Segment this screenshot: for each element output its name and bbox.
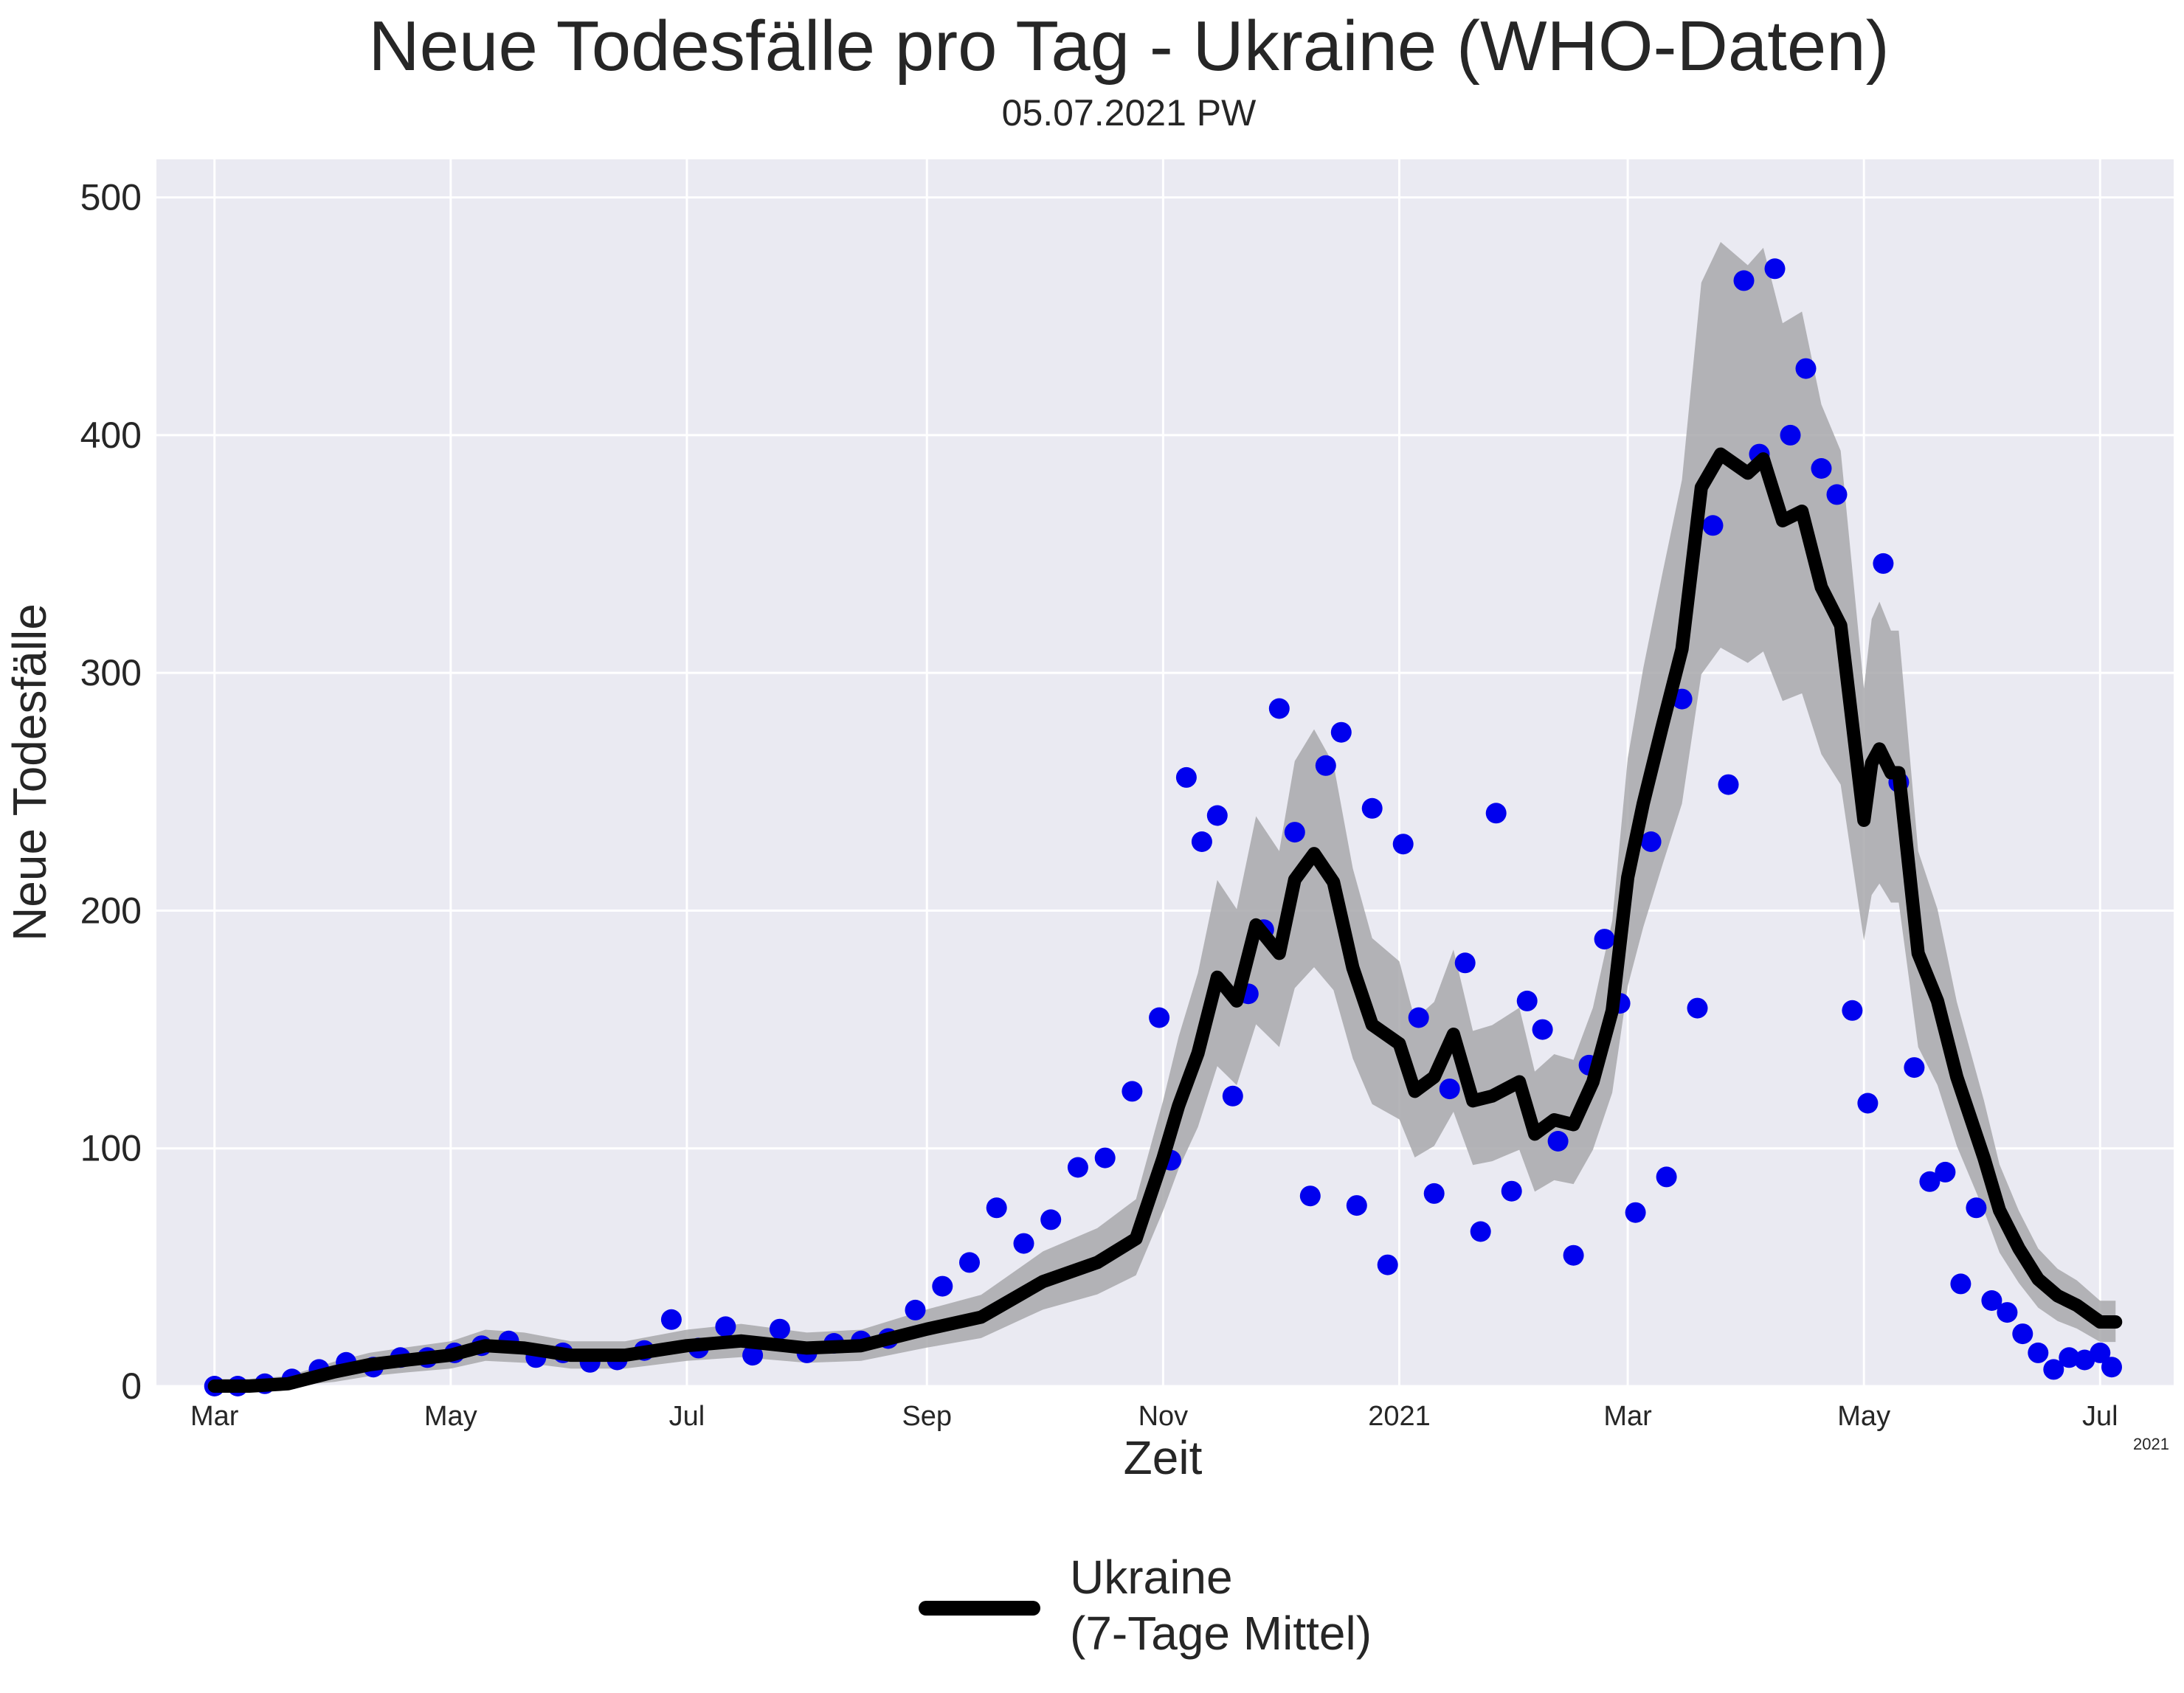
data-point <box>742 1345 764 1366</box>
data-point <box>1811 458 1832 479</box>
data-point <box>1656 1166 1677 1188</box>
data-point <box>1439 1079 1460 1100</box>
data-point <box>1842 1000 1863 1021</box>
data-point <box>1532 1019 1553 1040</box>
data-point <box>1122 1081 1143 1102</box>
mean-line-path <box>207 447 2123 1393</box>
data-point <box>986 1197 1007 1219</box>
data-point <box>1470 1221 1491 1242</box>
x-tick-label: Jul <box>2082 1401 2118 1432</box>
data-point <box>1299 1185 1321 1207</box>
data-point <box>1315 755 1336 776</box>
data-point <box>1516 990 1538 1011</box>
x-axis-ticks: Mar May Jul Sep Nov 2021 Mar May Jul <box>190 1401 2118 1432</box>
data-point <box>2090 1342 2111 1363</box>
data-point <box>2101 1357 2122 1378</box>
x-axis-offset-label: 2021 <box>2133 1435 2169 1453</box>
data-point <box>2059 1347 2080 1368</box>
data-point <box>1981 1290 2002 1311</box>
data-point <box>1013 1233 1034 1254</box>
seven-day-mean-line <box>207 447 2123 1393</box>
data-point <box>1702 515 1724 536</box>
y-axis-label: Neue Todesfälle <box>3 603 56 941</box>
legend: Ukraine (7-Tage Mittel) <box>919 1551 1372 1660</box>
data-point <box>1408 1007 1429 1028</box>
data-point <box>1149 1007 1170 1028</box>
data-point <box>1191 831 1212 852</box>
x-tick-label: 2021 <box>1368 1401 1431 1432</box>
data-point <box>1997 1302 2018 1323</box>
data-point <box>1040 1209 1062 1230</box>
x-tick-label: Mar <box>1603 1401 1652 1432</box>
data-point <box>2028 1342 2049 1363</box>
y-tick-label: 400 <box>80 415 142 456</box>
y-tick-label: 300 <box>80 652 142 693</box>
data-point <box>1392 834 1414 855</box>
x-tick-label: Jul <box>669 1401 705 1432</box>
data-point <box>1206 805 1228 826</box>
data-point <box>715 1316 736 1337</box>
data-point <box>1346 1195 1367 1216</box>
data-point <box>959 1252 980 1273</box>
data-point <box>1625 1202 1646 1223</box>
x-tick-label: Nov <box>1138 1401 1189 1432</box>
x-tick-label: Sep <box>902 1401 952 1432</box>
data-point <box>1361 797 1383 819</box>
y-tick-label: 200 <box>80 890 142 931</box>
y-axis-ticks: 0 100 200 300 400 500 <box>80 177 142 1407</box>
data-point <box>1377 1254 1398 1275</box>
data-point <box>1640 831 1662 852</box>
data-point <box>1594 929 1615 950</box>
data-point <box>1687 997 1708 1019</box>
data-point <box>1826 484 1848 505</box>
data-point <box>1795 358 1817 379</box>
x-tick-label: May <box>424 1401 477 1432</box>
data-point <box>1222 1085 1243 1107</box>
data-point <box>2012 1323 2033 1345</box>
data-point <box>1950 1273 1972 1295</box>
data-point <box>1067 1157 1088 1178</box>
legend-label-line: (7-Tage Mittel) <box>1070 1607 1372 1660</box>
data-point <box>769 1318 790 1340</box>
x-tick-label: Mar <box>190 1401 239 1432</box>
data-point <box>1268 698 1290 719</box>
x-axis-label: Zeit <box>1124 1431 1203 1484</box>
data-point <box>932 1275 953 1297</box>
data-point <box>1563 1244 1584 1266</box>
data-point <box>1454 952 1476 974</box>
legend-label-line: Ukraine <box>1070 1551 1233 1604</box>
data-point <box>660 1309 682 1330</box>
data-point <box>1485 803 1507 824</box>
data-point <box>2043 1359 2064 1380</box>
data-point <box>1733 270 1755 291</box>
data-point <box>1919 1171 1941 1192</box>
legend-label: Ukraine (7-Tage Mittel) <box>1070 1551 1372 1660</box>
data-point <box>1873 553 1894 574</box>
data-point <box>1718 774 1739 795</box>
data-point <box>1966 1197 1987 1219</box>
data-point <box>1904 1057 1925 1079</box>
y-tick-label: 0 <box>121 1365 142 1407</box>
data-point <box>2074 1349 2095 1371</box>
data-point <box>1423 1183 1445 1204</box>
data-point <box>1330 721 1352 743</box>
data-point <box>1935 1161 1956 1183</box>
data-point <box>1094 1147 1116 1169</box>
chart-title: Neue Todesfälle pro Tag - Ukraine (WHO-D… <box>368 7 1889 86</box>
data-point <box>905 1299 926 1320</box>
data-point <box>1547 1131 1569 1152</box>
chart-subtitle: 05.07.2021 PW <box>1002 92 1257 134</box>
data-point <box>1780 424 1801 446</box>
y-tick-label: 500 <box>80 177 142 218</box>
data-point <box>1284 822 1305 843</box>
data-point <box>1857 1093 1879 1114</box>
data-point <box>1175 766 1197 788</box>
data-point <box>1764 258 1786 280</box>
y-tick-label: 100 <box>80 1128 142 1169</box>
data-point <box>1501 1180 1522 1202</box>
x-tick-label: May <box>1837 1401 1890 1432</box>
